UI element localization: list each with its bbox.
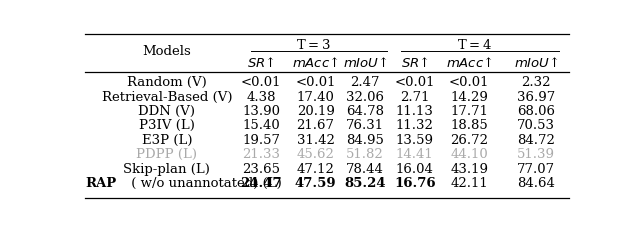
Text: 43.19: 43.19 — [451, 162, 488, 175]
Text: $SR$↑: $SR$↑ — [247, 56, 275, 70]
Text: T$=$3: T$=$3 — [296, 38, 330, 52]
Text: 17.40: 17.40 — [297, 90, 335, 103]
Text: 2.71: 2.71 — [400, 90, 429, 103]
Text: 64.78: 64.78 — [346, 104, 384, 117]
Text: 2.32: 2.32 — [522, 76, 551, 89]
Text: 78.44: 78.44 — [346, 162, 384, 175]
Text: Skip-plan (L): Skip-plan (L) — [124, 162, 210, 175]
Text: Retrieval-Based (V): Retrieval-Based (V) — [102, 90, 232, 103]
Text: 51.39: 51.39 — [517, 148, 556, 160]
Text: 13.59: 13.59 — [396, 133, 434, 146]
Text: 32.06: 32.06 — [346, 90, 384, 103]
Text: 16.76: 16.76 — [394, 176, 436, 189]
Text: <0.01: <0.01 — [394, 76, 435, 89]
Text: 24.47: 24.47 — [240, 176, 282, 189]
Text: $mAcc$↑: $mAcc$↑ — [292, 56, 339, 70]
Text: 84.95: 84.95 — [346, 133, 384, 146]
Text: 84.72: 84.72 — [517, 133, 556, 146]
Text: 70.53: 70.53 — [517, 119, 556, 132]
Text: 26.72: 26.72 — [451, 133, 488, 146]
Text: 2.47: 2.47 — [351, 76, 380, 89]
Text: 11.32: 11.32 — [396, 119, 434, 132]
Text: 14.41: 14.41 — [396, 148, 434, 160]
Text: 4.38: 4.38 — [246, 90, 276, 103]
Text: 45.62: 45.62 — [297, 148, 335, 160]
Text: <0.01: <0.01 — [295, 76, 336, 89]
Text: P3IV (L): P3IV (L) — [139, 119, 195, 132]
Text: 21.33: 21.33 — [242, 148, 280, 160]
Text: 47.59: 47.59 — [295, 176, 337, 189]
Text: $SR$↑: $SR$↑ — [401, 56, 429, 70]
Text: 18.85: 18.85 — [451, 119, 488, 132]
Text: DDN (V): DDN (V) — [138, 104, 195, 117]
Text: 85.24: 85.24 — [344, 176, 386, 189]
Text: 42.11: 42.11 — [451, 176, 488, 189]
Text: PDPP (L): PDPP (L) — [136, 148, 197, 160]
Text: RAP: RAP — [85, 176, 116, 189]
Text: 16.04: 16.04 — [396, 162, 434, 175]
Text: 77.07: 77.07 — [517, 162, 556, 175]
Text: 17.71: 17.71 — [451, 104, 488, 117]
Text: T$=$4: T$=$4 — [457, 38, 492, 52]
Text: $mIoU$↑: $mIoU$↑ — [343, 56, 388, 70]
Text: 36.97: 36.97 — [517, 90, 556, 103]
Text: 84.64: 84.64 — [517, 176, 556, 189]
Text: 51.82: 51.82 — [346, 148, 384, 160]
Text: E3P (L): E3P (L) — [141, 133, 192, 146]
Text: ( w/o unannotated) (L): ( w/o unannotated) (L) — [127, 176, 282, 189]
Text: Models: Models — [143, 44, 191, 57]
Text: 19.57: 19.57 — [242, 133, 280, 146]
Text: <0.01: <0.01 — [449, 76, 490, 89]
Text: 14.29: 14.29 — [451, 90, 488, 103]
Text: 20.19: 20.19 — [297, 104, 335, 117]
Text: 68.06: 68.06 — [517, 104, 556, 117]
Text: 23.65: 23.65 — [242, 162, 280, 175]
Text: $mIoU$↑: $mIoU$↑ — [514, 56, 559, 70]
Text: Random (V): Random (V) — [127, 76, 207, 89]
Text: $mAcc$↑: $mAcc$↑ — [446, 56, 493, 70]
Text: 11.13: 11.13 — [396, 104, 434, 117]
Text: 31.42: 31.42 — [297, 133, 335, 146]
Text: 21.67: 21.67 — [296, 119, 335, 132]
Text: 44.10: 44.10 — [451, 148, 488, 160]
Text: 13.90: 13.90 — [242, 104, 280, 117]
Text: 47.12: 47.12 — [297, 162, 335, 175]
Text: 76.31: 76.31 — [346, 119, 384, 132]
Text: 15.40: 15.40 — [242, 119, 280, 132]
Text: <0.01: <0.01 — [241, 76, 282, 89]
